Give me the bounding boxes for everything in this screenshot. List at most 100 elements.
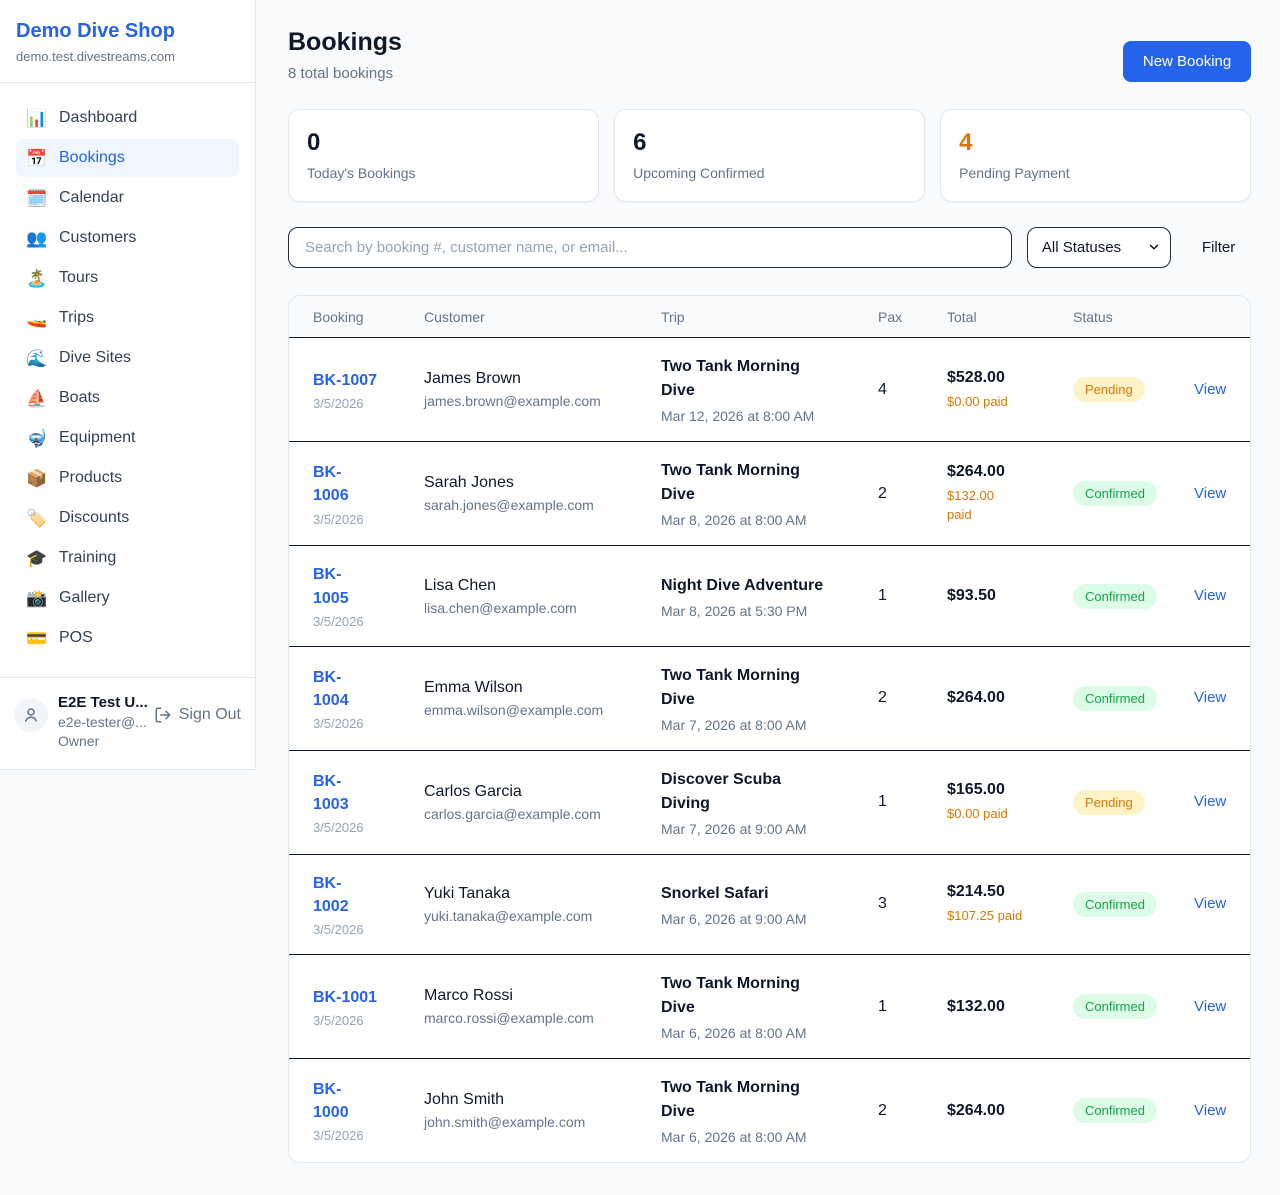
booking-cell: BK- 1002 3/5/2026 [313,872,424,937]
sidebar-item-gallery[interactable]: 📸 Gallery [16,579,239,617]
sidebar: Demo Dive Shop demo.test.divestreams.com… [0,0,256,770]
trip-name: Snorkel Safari [661,884,769,902]
sign-out-button[interactable]: Sign Out [154,706,241,724]
booking-number-link[interactable]: BK- 1006 [313,464,349,505]
stat-label: Today's Bookings [307,165,416,182]
actions-cell: View [1194,895,1226,913]
status-badge: Confirmed [1073,583,1157,609]
status-cell: Confirmed [1073,583,1194,609]
trip-cell: Discover Scuba Diving Mar 7, 2026 at 9:0… [661,768,878,837]
table-row: BK- 1003 3/5/2026 Carlos Garcia carlos.g… [289,749,1251,854]
stats-row: 0 Today's Bookings 6 Upcoming Confirmed … [288,109,1252,203]
view-link[interactable]: View [1194,1101,1227,1119]
stat-card: 4 Pending Payment [940,109,1252,203]
sidebar-item-discounts[interactable]: 🏷️ Discounts [16,499,239,537]
status-cell: Confirmed [1073,481,1194,507]
customer-cell: Lisa Chen lisa.chen@example.com [424,577,661,616]
filter-button[interactable]: Filter [1186,239,1251,256]
actions-cell: View [1194,689,1226,707]
sidebar-item-pos[interactable]: 💳 POS [16,619,239,657]
sidebar-item-training[interactable]: 🎓 Training [16,539,239,577]
sidebar-item-calendar[interactable]: 🗓️ Calendar [16,179,239,217]
view-link[interactable]: View [1194,587,1227,605]
total-amount: $132.00 [947,997,1005,1015]
view-link[interactable]: View [1194,793,1227,811]
status-filter-select[interactable]: All Statuses [1026,227,1171,269]
sidebar-item-label: Boats [59,389,100,406]
bar-chart-icon: 📊 [26,108,48,128]
sailboat-icon: ⛵ [26,388,48,408]
total-cell: $264.00 [947,1102,1073,1120]
user-name: E2E Test U... [58,694,148,711]
package-icon: 📦 [26,468,48,488]
view-link[interactable]: View [1194,484,1227,502]
label-tag-icon: 🏷️ [26,508,48,528]
sidebar-item-label: Dive Sites [59,349,132,366]
customer-email: john.smith@example.com [424,1114,586,1131]
status-cell: Pending [1073,377,1194,403]
booking-number-link[interactable]: BK- 1004 [313,668,349,709]
customer-email: lisa.chen@example.com [424,599,577,616]
booking-number-link[interactable]: BK-1001 [313,988,378,1006]
column-header-pax: Pax [878,308,903,325]
page-subtitle: 8 total bookings [288,65,394,82]
sidebar-item-equipment[interactable]: 🤿 Equipment [16,419,239,457]
actions-cell: View [1194,587,1226,605]
camera-icon: 📸 [26,588,48,608]
customer-email: james.brown@example.com [424,393,601,410]
sidebar-item-label: Products [59,469,123,486]
booking-cell: BK- 1006 3/5/2026 [313,461,424,526]
total-amount: $528.00 [947,368,1005,386]
customer-name: Marco Rossi [424,987,513,1005]
sidebar-item-products[interactable]: 📦 Products [16,459,239,497]
customer-cell: Yuki Tanaka yuki.tanaka@example.com [424,885,661,924]
booking-number-link[interactable]: BK- 1003 [313,772,349,813]
sidebar-item-label: Customers [59,229,137,246]
sign-out-label: Sign Out [178,706,241,723]
sidebar-item-bookings[interactable]: 📅 Bookings [16,139,239,177]
sidebar-item-label: POS [59,629,93,646]
booking-date: 3/5/2026 [313,715,364,731]
customer-name: Sarah Jones [424,474,514,492]
view-link[interactable]: View [1194,895,1227,913]
view-link[interactable]: View [1194,997,1227,1015]
booking-date: 3/5/2026 [313,511,364,527]
table-row: BK- 1004 3/5/2026 Emma Wilson emma.wilso… [289,645,1251,750]
sidebar-item-customers[interactable]: 👥 Customers [16,219,239,257]
booking-cell: BK- 1005 3/5/2026 [313,563,424,628]
avatar [14,698,48,732]
sidebar-item-dive-sites[interactable]: 🌊 Dive Sites [16,339,239,377]
view-link[interactable]: View [1194,380,1227,398]
total-amount: $93.50 [947,587,996,605]
stat-card: 0 Today's Bookings [288,109,600,203]
booking-number-link[interactable]: BK- 1002 [313,874,349,915]
shop-domain: demo.test.divestreams.com [16,49,175,64]
trip-name: Two Tank Morning Dive [661,462,800,504]
total-cell: $132.00 [947,998,1073,1016]
sidebar-item-boats[interactable]: ⛵ Boats [16,379,239,417]
booking-number-link[interactable]: BK- 1000 [313,1080,349,1122]
sidebar-item-trips[interactable]: 🚤 Trips [16,299,239,337]
actions-cell: View [1194,485,1226,503]
status-badge: Confirmed [1073,891,1157,917]
column-header-status: Status [1073,308,1113,325]
booking-number-link[interactable]: BK-1007 [313,371,378,389]
user-email: e2e-tester@... [58,714,147,730]
column-header-booking: Booking [313,308,364,325]
table-row: BK- 1006 3/5/2026 Sarah Jones sarah.jone… [289,441,1251,545]
view-link[interactable]: View [1194,689,1227,707]
brand-block: Demo Dive Shop demo.test.divestreams.com [0,0,255,83]
customer-name: Lisa Chen [424,576,497,594]
total-amount: $264.00 [947,1101,1005,1119]
booking-number-link[interactable]: BK- 1005 [313,566,349,607]
total-cell: $528.00 $0.00 paid [947,369,1073,412]
user-role: Owner [58,733,100,749]
search-input[interactable] [288,227,1012,269]
stat-value: 4 [959,129,973,156]
sidebar-item-tours[interactable]: 🏝️ Tours [16,259,239,297]
sidebar-item-dashboard[interactable]: 📊 Dashboard [16,99,239,137]
new-booking-button[interactable]: New Booking [1122,41,1252,82]
trip-datetime: Mar 8, 2026 at 8:00 AM [661,512,807,529]
booking-cell: BK- 1003 3/5/2026 [313,770,424,835]
